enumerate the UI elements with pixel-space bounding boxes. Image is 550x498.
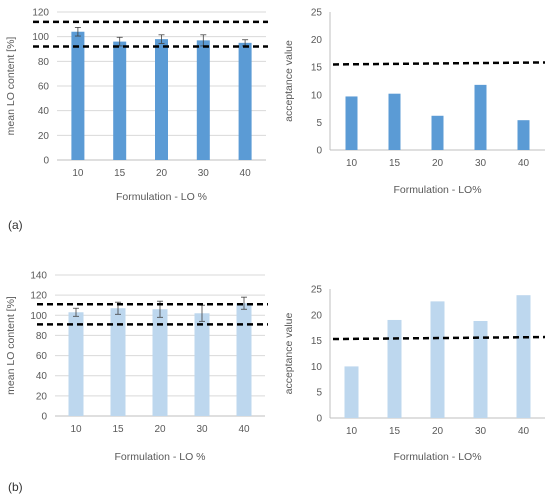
bar [516,295,531,418]
y-tick-label: 40 [36,371,48,382]
y-tick-label: 60 [36,351,48,362]
reference-line [332,61,546,66]
y-tick-label: 0 [41,412,47,423]
y-tick-label: 60 [38,82,50,93]
y-axis-label: mean LO content [%] [5,296,17,395]
x-tick-label: 15 [389,426,401,437]
bar [345,96,358,150]
x-tick-label: 40 [518,158,530,169]
x-tick-label: 20 [432,426,444,437]
x-tick-label: 30 [475,158,487,169]
y-tick-label: 100 [30,311,47,322]
x-tick-label: 10 [72,168,84,179]
x-tick-label: 15 [112,424,124,435]
bar [431,115,444,150]
bar [236,303,252,416]
x-axis-label: Formulation - LO % [114,451,205,463]
x-tick-label: 40 [238,424,250,435]
chart-b-left: 0 20 40 60 80 100 120 140 10 15 20 30 40 Formulation … [5,271,268,463]
x-axis-label: Formulation - LO % [116,191,207,203]
y-tick-label: 20 [311,35,323,46]
panel-label-b: (b) [8,480,23,494]
y-tick-label: 80 [38,57,50,68]
bar [152,309,168,416]
y-axis-label: mean LO content [%] [5,37,17,136]
y-tick-label: 0 [43,156,49,167]
x-tick-label: 10 [70,424,82,435]
y-tick-label: 5 [316,118,322,129]
panel-label-a: (a) [8,218,23,232]
x-tick-label: 20 [432,158,444,169]
bar [155,39,168,161]
y-tick-label: 15 [311,336,323,347]
chart-b-right: 0 5 10 15 20 25 10 15 20 30 40 Formulation - LO% acc… [283,285,546,463]
y-tick-label: 10 [311,362,323,373]
y-tick-label: 0 [316,414,322,425]
y-axis-label: acceptance value [283,312,295,394]
x-tick-label: 40 [518,426,530,437]
x-tick-label: 20 [154,424,166,435]
bar [113,41,127,160]
y-tick-label: 120 [30,291,47,302]
reference-line [332,335,546,341]
x-tick-label: 10 [346,158,358,169]
chart-a-left: 0 20 40 60 80 100 120 10 15 20 30 40 Formulation - L… [5,8,268,203]
x-tick-label: 30 [196,424,208,435]
y-tick-label: 25 [311,285,323,296]
chart-a-right: 0 5 10 15 20 25 10 15 20 30 40 Formulation - LO% acc… [283,8,546,196]
y-tick-label: 120 [32,8,49,19]
x-tick-label: 15 [114,168,126,179]
y-tick-label: 5 [316,388,322,399]
y-tick-label: 10 [311,90,323,101]
bar [238,42,252,161]
bar [194,313,210,416]
x-tick-label: 15 [389,158,401,169]
y-tick-label: 15 [311,63,323,74]
bar [110,308,126,416]
y-axis-label: acceptance value [283,40,295,122]
bar [474,84,487,150]
bar [71,31,85,160]
x-tick-label: 30 [198,168,210,179]
y-tick-label: 100 [32,32,49,43]
y-tick-label: 20 [36,391,48,402]
y-tick-label: 80 [36,331,48,342]
y-tick-label: 20 [38,131,50,142]
bar [517,120,530,150]
x-tick-label: 20 [156,168,168,179]
bar [68,312,84,416]
bar [388,93,401,150]
y-tick-label: 20 [311,310,323,321]
x-tick-label: 10 [346,426,358,437]
bar [196,40,210,160]
y-tick-label: 140 [30,271,47,282]
y-tick-label: 40 [38,106,50,117]
bar [344,366,359,418]
y-tick-label: 25 [311,8,323,19]
bar [473,320,488,418]
x-axis-label: Formulation - LO% [393,451,481,463]
y-tick-label: 0 [316,146,322,157]
x-tick-label: 30 [475,426,487,437]
bar [430,301,445,418]
bar [387,319,402,418]
x-tick-label: 40 [240,168,252,179]
x-axis-label: Formulation - LO% [393,184,481,196]
